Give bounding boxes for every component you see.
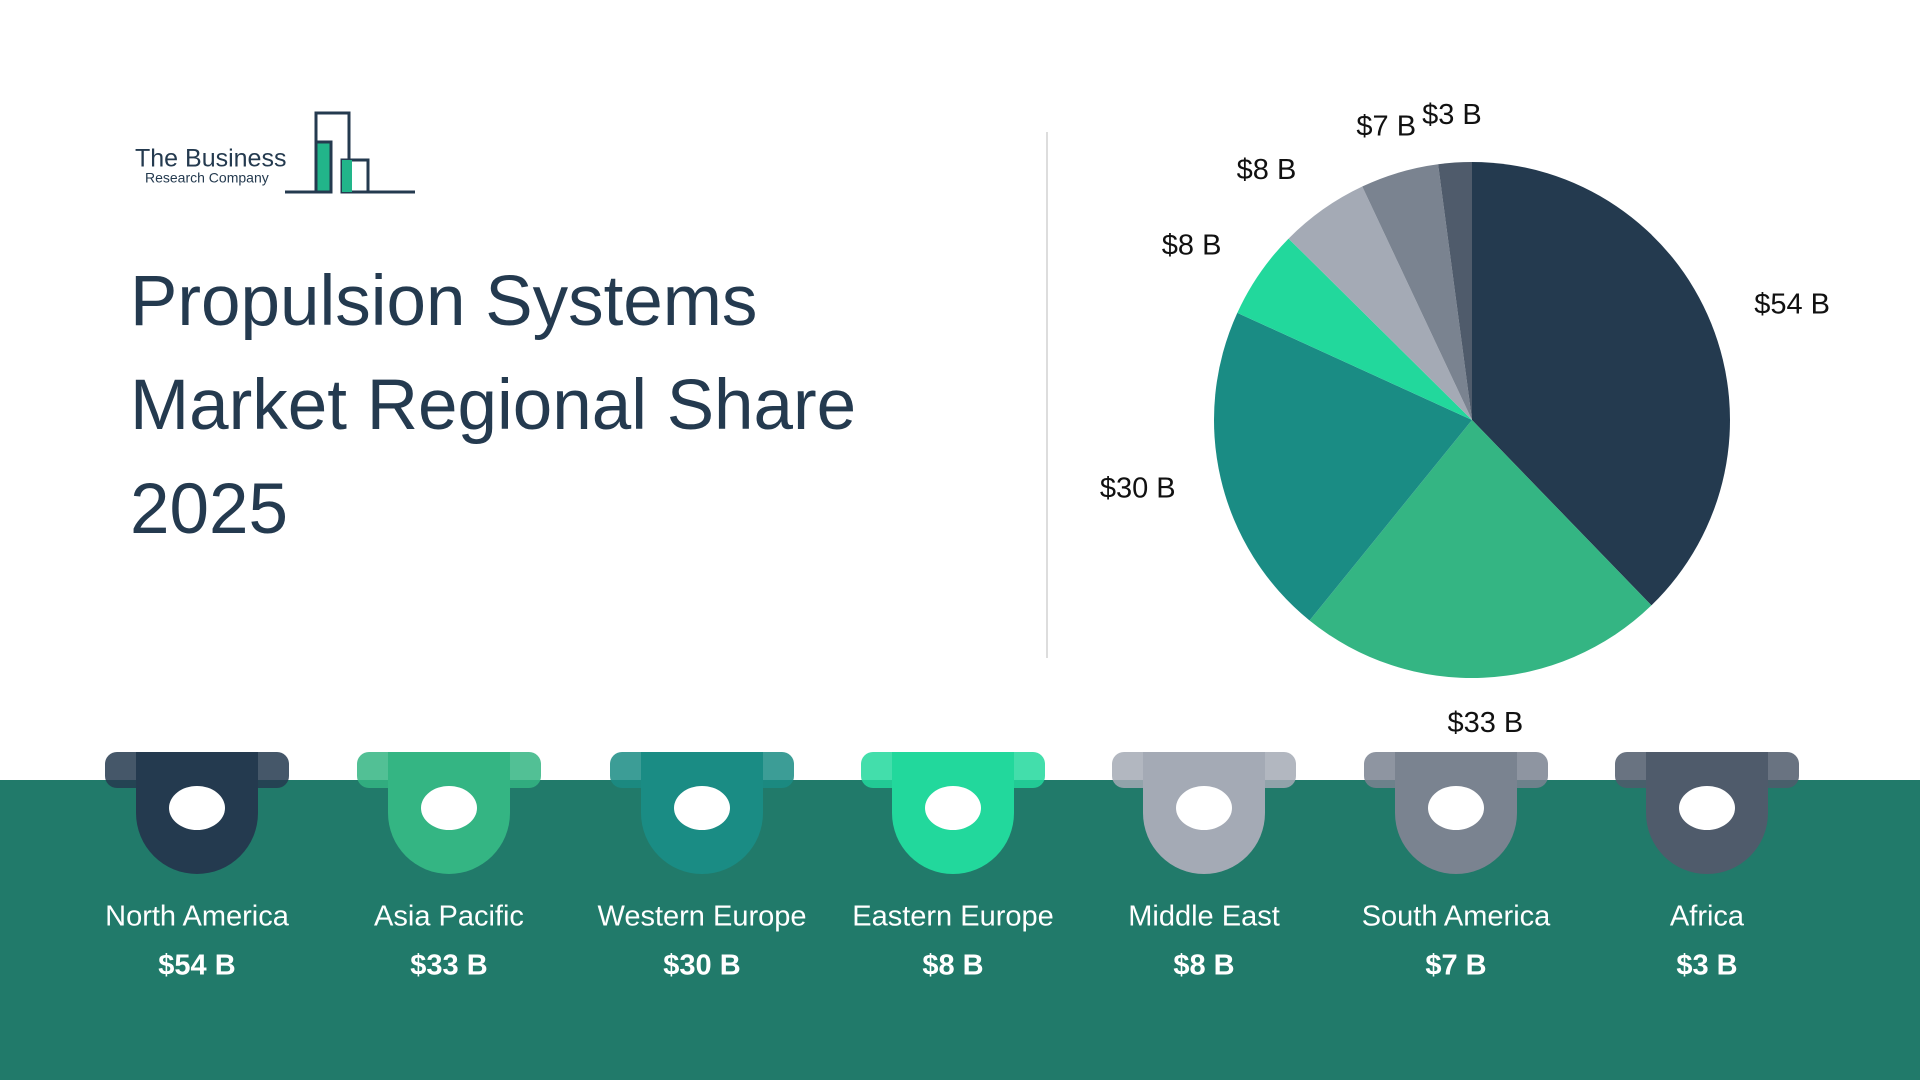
pie-slice (1472, 162, 1730, 606)
data-label: $8 B (1237, 154, 1297, 186)
pie-slice (1288, 186, 1472, 420)
data-label: $8 B (1162, 230, 1222, 262)
pie-slice (1438, 162, 1472, 420)
region-value: $8 B (922, 950, 983, 982)
region-icon (1176, 786, 1232, 830)
logo-text: The Business (135, 145, 286, 173)
region-name: Middle East (1128, 901, 1280, 933)
region-name: South America (1362, 901, 1551, 933)
data-label: $54 B (1754, 288, 1830, 320)
region-icon (421, 786, 477, 830)
pie-slice (1362, 164, 1472, 420)
pie-slice (1237, 238, 1472, 420)
region-value: $33 B (410, 950, 487, 982)
region-name: North America (105, 901, 290, 933)
region-name: Eastern Europe (852, 901, 1054, 933)
logo-building (342, 160, 352, 192)
logo: The Business Research Company (135, 111, 415, 194)
data-label: $7 B (1356, 111, 1416, 143)
region-name: Asia Pacific (374, 901, 524, 933)
region-value: $3 B (1676, 950, 1737, 982)
pie-slice (1309, 420, 1652, 678)
region-icon (925, 786, 981, 830)
data-label: $30 B (1100, 472, 1176, 504)
region-value: $54 B (158, 950, 235, 982)
region-icon (1679, 786, 1735, 830)
data-label: $33 B (1447, 707, 1523, 739)
pie-slice (1214, 312, 1472, 621)
region-icon (674, 786, 730, 830)
region-icon (1428, 786, 1484, 830)
logo-subtext: Research Company (145, 170, 269, 186)
region-value: $8 B (1173, 950, 1234, 982)
region-name: Western Europe (597, 901, 806, 933)
region-value: $7 B (1425, 950, 1486, 982)
region-icon (169, 786, 225, 830)
region-name: Africa (1670, 901, 1745, 933)
data-label: $3 B (1422, 99, 1482, 131)
region-value: $30 B (663, 950, 740, 982)
chart-title: Propulsion Systems Market Regional Share… (130, 262, 857, 549)
logo-building (314, 140, 333, 194)
